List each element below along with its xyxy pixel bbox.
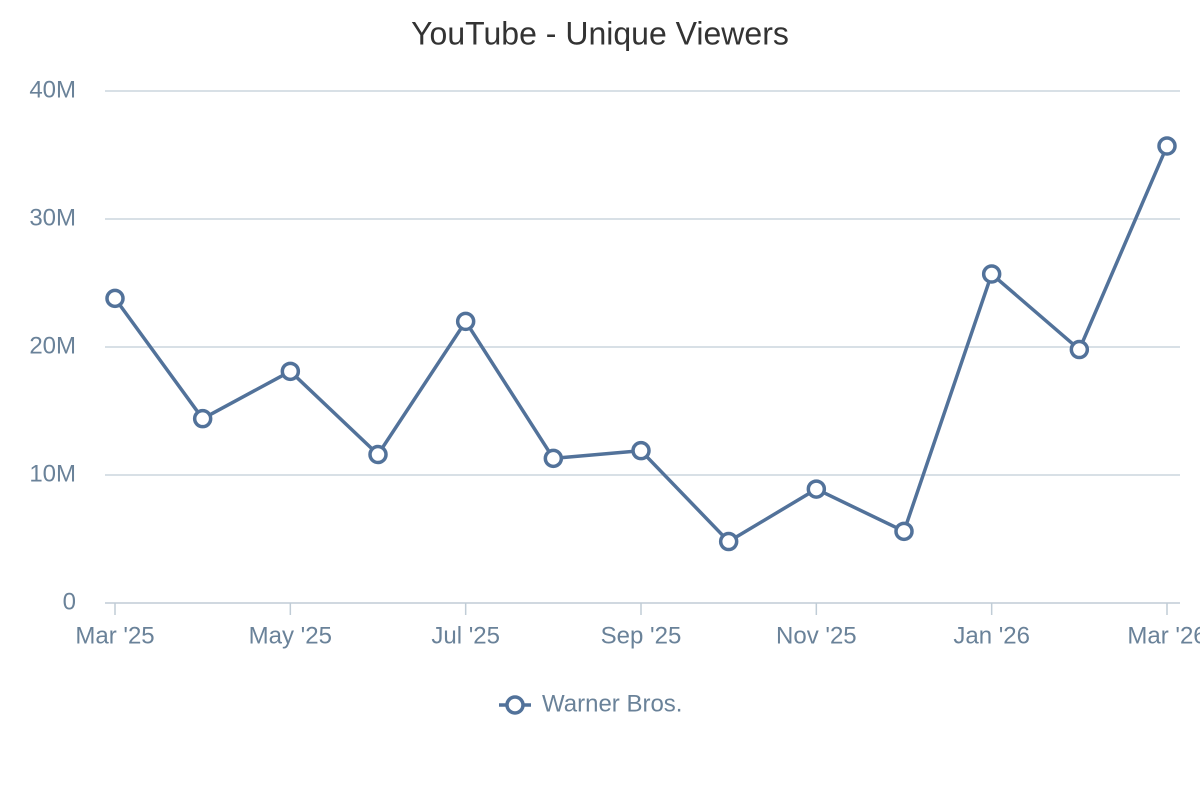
x-tick-label: Sep '25 bbox=[601, 622, 682, 649]
y-tick-label: 10M bbox=[29, 460, 76, 487]
marker bbox=[1069, 339, 1090, 360]
marker bbox=[631, 440, 651, 461]
marker bbox=[280, 361, 301, 382]
x-tick-label: Mar '26 bbox=[1127, 622, 1200, 649]
chart-title: YouTube - Unique Viewers bbox=[411, 15, 789, 51]
marker bbox=[806, 479, 827, 499]
marker bbox=[894, 521, 914, 542]
y-tick-label: 20M bbox=[29, 332, 76, 359]
marker bbox=[368, 444, 388, 465]
legend-label: Warner Bros. bbox=[542, 690, 682, 717]
marker bbox=[105, 288, 125, 309]
x-tick-label: Jan '26 bbox=[953, 622, 1030, 649]
y-tick-label: 0 bbox=[63, 588, 76, 615]
y-tick-label: 30M bbox=[29, 204, 76, 231]
marker bbox=[455, 311, 476, 332]
marker bbox=[1157, 136, 1177, 156]
x-tick-label: Jul '25 bbox=[431, 622, 500, 649]
legend-marker bbox=[505, 695, 525, 715]
marker bbox=[718, 531, 739, 552]
x-tick-label: Nov '25 bbox=[776, 622, 857, 649]
marker bbox=[543, 448, 564, 469]
marker bbox=[192, 408, 213, 429]
y-tick-label: 40M bbox=[29, 76, 76, 103]
x-tick-label: May '25 bbox=[249, 622, 332, 649]
marker bbox=[981, 264, 1002, 284]
x-tick-label: Mar '25 bbox=[75, 622, 154, 649]
line bbox=[113, 145, 1169, 544]
